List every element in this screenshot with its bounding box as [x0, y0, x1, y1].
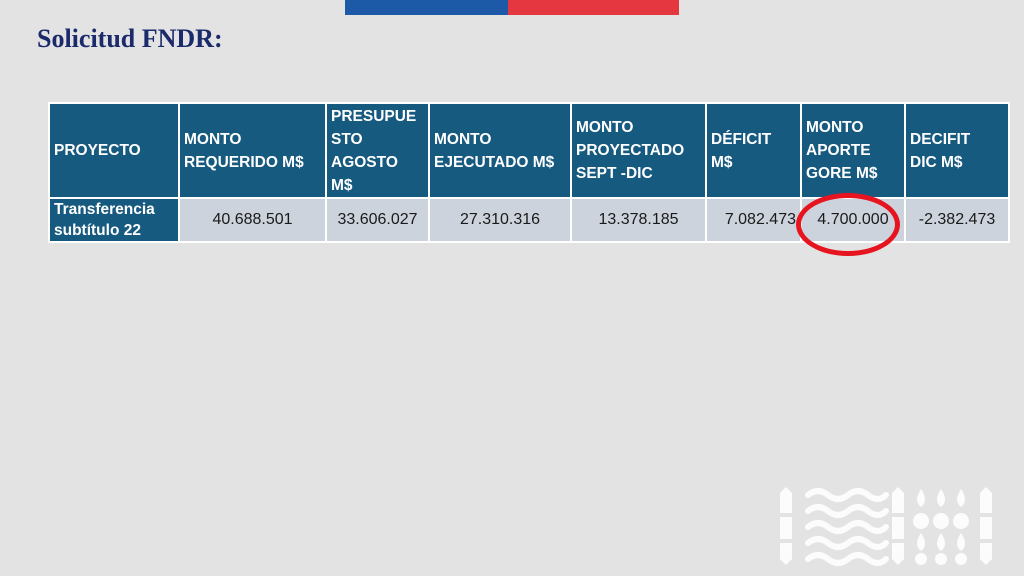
header-monto-ejecutado: MONTO EJECUTADO M$	[428, 102, 572, 199]
table-row: Transferencia subtítulo 22 40.688.501 33…	[48, 197, 1010, 243]
cell-presupuesto-agosto: 33.606.027	[325, 197, 430, 243]
government-logo-icon	[780, 487, 992, 566]
header-decifit-dic: DECIFIT DIC M$	[904, 102, 1010, 199]
table-header-row: PROYECTO MONTO REQUERIDO M$ PRESUPUE STO…	[48, 102, 1010, 199]
cell-deficit: 7.082.473	[705, 197, 802, 243]
header-monto-proyectado: MONTO PROYECTADO SEPT -DIC	[570, 102, 707, 199]
cell-monto-proyectado: 13.378.185	[570, 197, 707, 243]
header-proyecto: PROYECTO	[48, 102, 180, 199]
header-presupuesto-agosto: PRESUPUE STO AGOSTO M$	[325, 102, 430, 199]
cell-monto-aporte-gore: 4.700.000	[800, 197, 906, 243]
flag-stripe-blue	[345, 0, 508, 15]
cell-monto-requerido: 40.688.501	[178, 197, 327, 243]
header-deficit: DÉFICIT M$	[705, 102, 802, 199]
header-monto-requerido: MONTO REQUERIDO M$	[178, 102, 327, 199]
fndr-table: PROYECTO MONTO REQUERIDO M$ PRESUPUE STO…	[48, 102, 1010, 243]
header-monto-aporte-gore: MONTO APORTE GORE M$	[800, 102, 906, 199]
cell-decifit-dic: -2.382.473	[904, 197, 1010, 243]
row-label: Transferencia subtítulo 22	[48, 197, 180, 243]
slide-title: Solicitud FNDR:	[37, 24, 223, 53]
cell-monto-ejecutado: 27.310.316	[428, 197, 572, 243]
flag-stripe-red	[508, 0, 679, 15]
